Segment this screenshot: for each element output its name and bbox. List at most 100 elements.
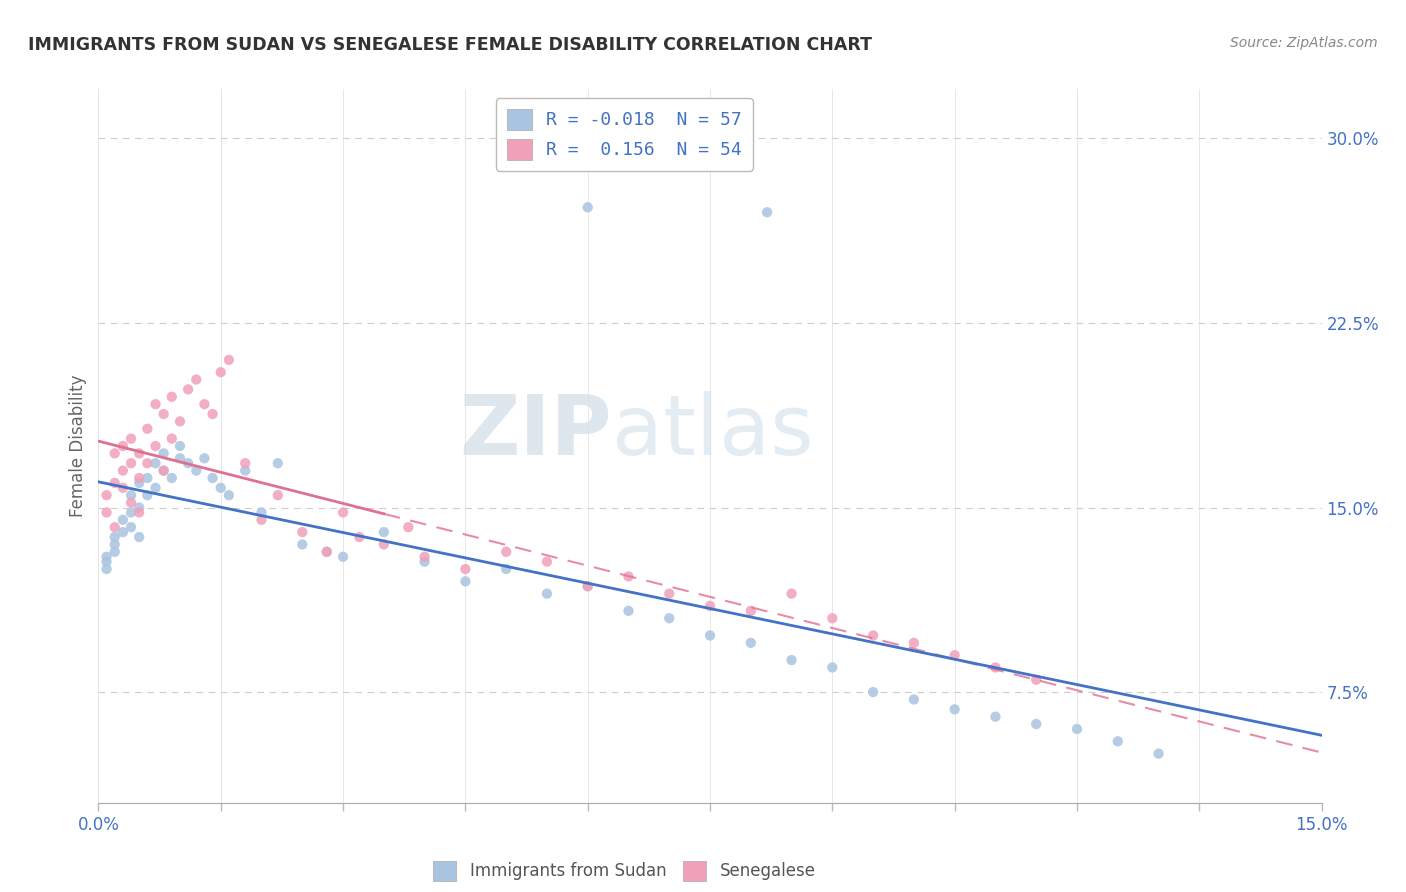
Point [111,513,134,527]
Point [145,397,167,411]
Point [193,397,215,411]
Point [128,471,150,485]
Point [315,545,337,559]
Point [396,520,419,534]
Point [104,545,127,559]
Point [104,537,127,551]
Point [209,481,232,495]
Point [373,537,395,551]
Text: Source: ZipAtlas.com: Source: ZipAtlas.com [1230,36,1378,50]
Point [536,587,558,601]
Point [120,495,142,509]
Point [160,471,183,485]
Point [218,488,240,502]
Point [658,587,681,601]
Point [152,464,174,478]
Point [233,456,256,470]
Point [136,422,159,436]
Point [177,456,200,470]
Point [120,520,142,534]
Point [1107,734,1129,748]
Point [740,636,762,650]
Point [152,464,174,478]
Point [943,702,966,716]
Point [291,525,314,540]
Point [984,660,1007,674]
Point [332,549,354,564]
Point [169,439,191,453]
Point [120,456,142,470]
Point [576,579,599,593]
Point [145,456,167,470]
Point [120,488,142,502]
Point [780,653,803,667]
Point [267,488,290,502]
Point [250,505,273,519]
Point [96,488,118,502]
Point [169,451,191,466]
Point [186,464,208,478]
Point [111,525,134,540]
Point [291,537,314,551]
Point [96,555,118,569]
Point [96,549,118,564]
Point [152,446,174,460]
Point [160,432,183,446]
Point [96,505,118,519]
Point [128,500,150,515]
Y-axis label: Female Disability: Female Disability [69,375,87,517]
Point [495,545,517,559]
Point [128,505,150,519]
Point [413,555,436,569]
Point [136,471,159,485]
Point [903,692,925,706]
Point [96,562,118,576]
Point [821,660,844,674]
Point [160,390,183,404]
Point [169,414,191,428]
Point [821,611,844,625]
Text: IMMIGRANTS FROM SUDAN VS SENEGALESE FEMALE DISABILITY CORRELATION CHART: IMMIGRANTS FROM SUDAN VS SENEGALESE FEMA… [28,36,872,54]
Point [332,505,354,519]
Point [862,685,884,699]
Point [454,574,477,589]
Point [943,648,966,662]
Point [111,464,134,478]
Point [201,407,224,421]
Point [186,373,208,387]
Point [104,475,127,490]
Point [111,439,134,453]
Point [903,636,925,650]
Point [699,599,721,613]
Point [104,446,127,460]
Point [193,451,215,466]
Point [699,628,721,642]
Legend: Immigrants from Sudan, Senegalese: Immigrants from Sudan, Senegalese [426,855,823,888]
Point [576,200,599,214]
Point [373,525,395,540]
Point [177,383,200,397]
Point [454,562,477,576]
Point [145,439,167,453]
Point [984,709,1007,723]
Point [111,481,134,495]
Point [658,611,681,625]
Point [617,569,640,583]
Point [201,471,224,485]
Point [120,432,142,446]
Point [1025,673,1047,687]
Point [1066,722,1088,736]
Text: ZIP: ZIP [460,392,612,472]
Text: atlas: atlas [612,392,814,472]
Point [740,604,762,618]
Point [495,562,517,576]
Point [104,530,127,544]
Point [128,446,150,460]
Point [617,604,640,618]
Point [862,628,884,642]
Point [1147,747,1170,761]
Point [576,579,599,593]
Point [128,530,150,544]
Point [233,464,256,478]
Point [780,587,803,601]
